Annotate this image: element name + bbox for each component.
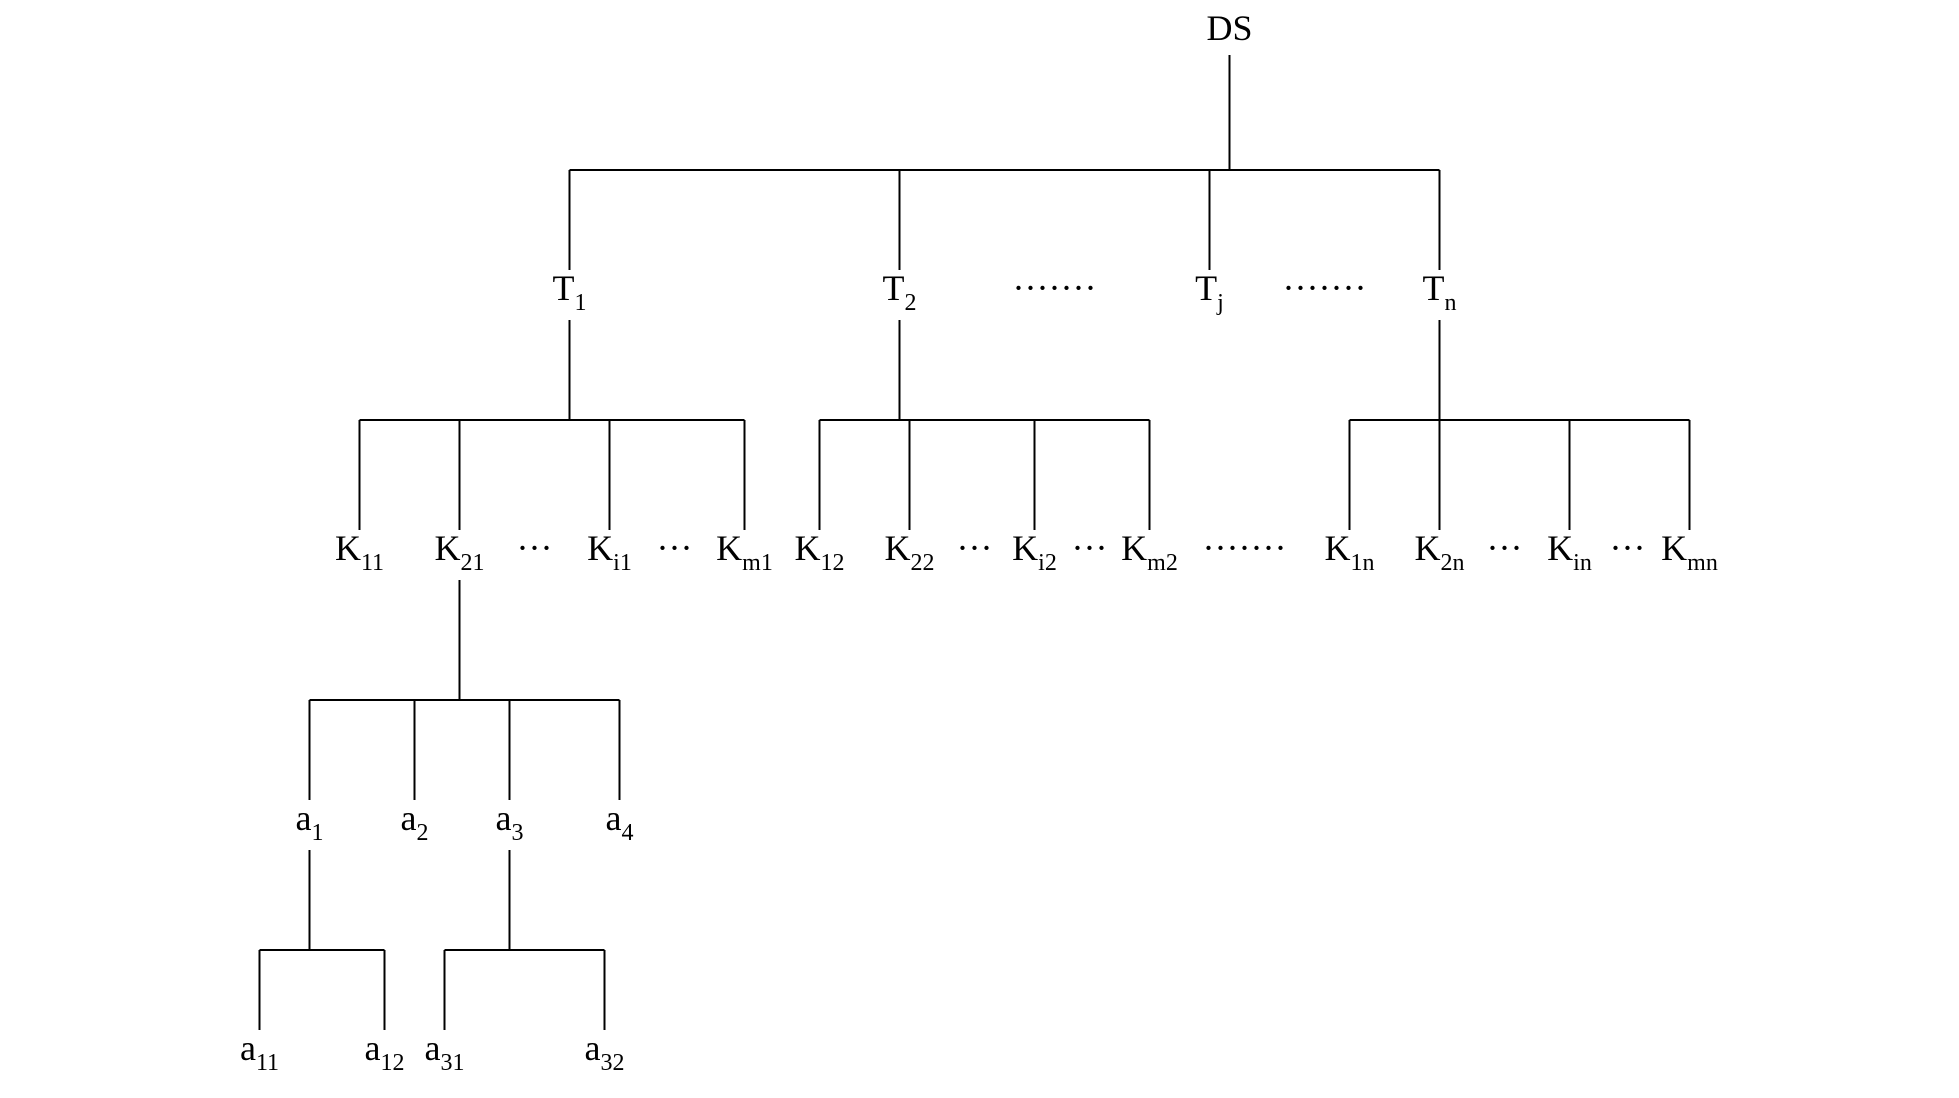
node-a31: a31 — [425, 1028, 465, 1076]
root-label: DS — [1206, 8, 1252, 48]
node-K22: K22 — [885, 528, 935, 576]
node-T2: T2 — [883, 268, 917, 316]
node-K12: K12 — [795, 528, 845, 576]
node-K11: K11 — [335, 528, 384, 576]
ellipsis: ··· — [657, 528, 693, 568]
ellipsis: ··· — [1610, 528, 1646, 568]
node-Ki2: Ki2 — [1012, 528, 1057, 576]
ellipsis: ··· — [1072, 528, 1108, 568]
node-K21: K21 — [435, 528, 485, 576]
node-Kmn: Kmn — [1661, 528, 1718, 576]
node-Km2: Km2 — [1121, 528, 1178, 576]
node-a1: a1 — [296, 798, 324, 846]
node-Tj: Tj — [1195, 268, 1224, 316]
ellipsis: ··· — [517, 528, 553, 568]
node-a11: a11 — [240, 1028, 279, 1076]
tree-diagram: DST1T2TjTn··············K11K21Ki1Km1····… — [0, 0, 1959, 1098]
node-a3: a3 — [496, 798, 524, 846]
node-Ki1: Ki1 — [587, 528, 632, 576]
node-Kin: Kin — [1547, 528, 1592, 576]
ellipsis: ······· — [1283, 268, 1367, 308]
ellipsis: ······· — [1013, 268, 1097, 308]
node-Tn: Tn — [1423, 268, 1457, 316]
ellipsis: ··· — [957, 528, 993, 568]
node-K2n: K2n — [1415, 528, 1465, 576]
node-T1: T1 — [553, 268, 587, 316]
node-K1n: K1n — [1325, 528, 1375, 576]
node-a4: a4 — [606, 798, 634, 846]
ellipsis: ··· — [1487, 528, 1523, 568]
node-a2: a2 — [401, 798, 429, 846]
ellipsis: ······· — [1203, 528, 1287, 568]
node-a12: a12 — [365, 1028, 405, 1076]
node-a32: a32 — [585, 1028, 625, 1076]
node-Km1: Km1 — [716, 528, 773, 576]
